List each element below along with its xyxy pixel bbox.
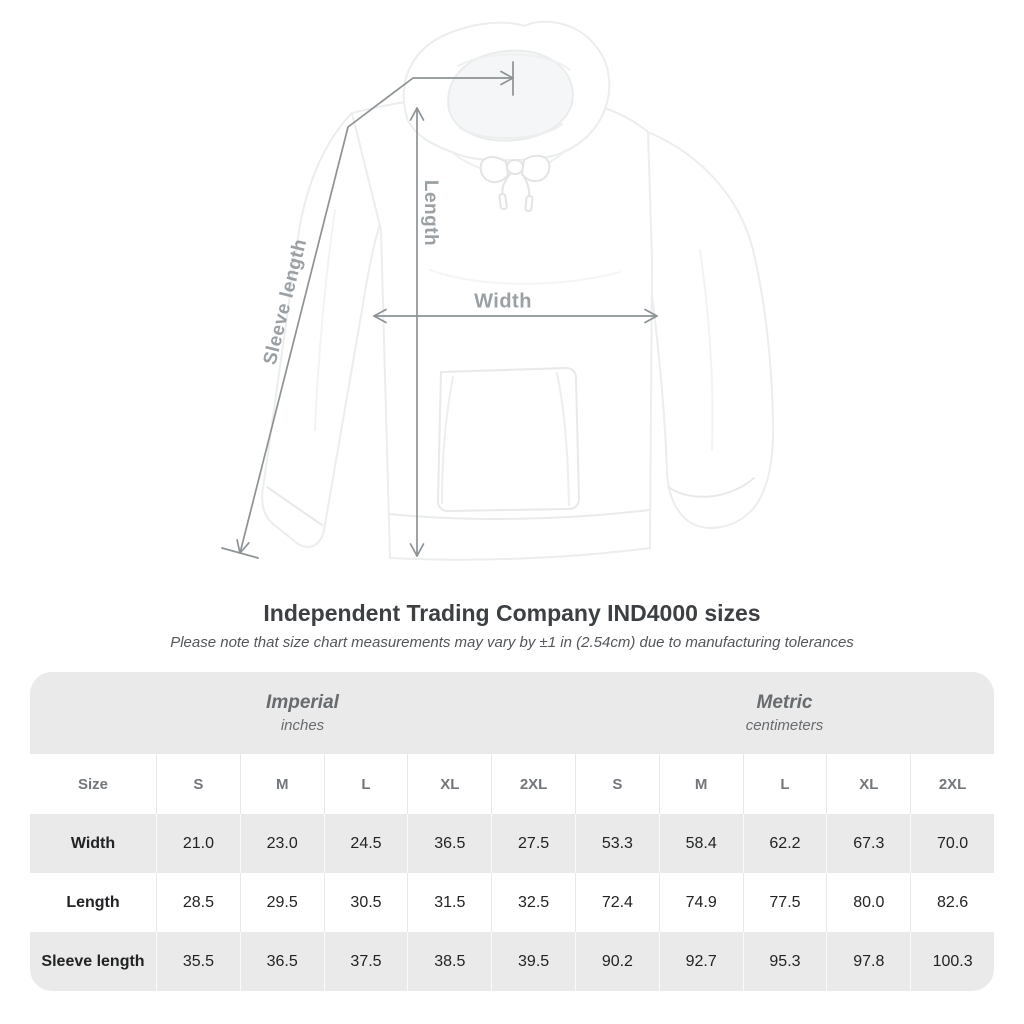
cell-value: 32.5 <box>491 873 575 932</box>
cell-value: 35.5 <box>156 932 240 991</box>
cell-value: 90.2 <box>574 932 659 991</box>
cell-value: 31.5 <box>407 873 492 932</box>
cell-value: 23.0 <box>239 814 324 873</box>
cell-value: 39.5 <box>491 932 575 991</box>
length-line <box>409 107 425 557</box>
size-header-metric-xl: XL <box>826 754 911 814</box>
hood-opening <box>447 49 574 142</box>
title-block: Independent Trading Company IND4000 size… <box>0 600 1024 651</box>
cell-value: 28.5 <box>156 873 240 932</box>
size-header-imperial-s: S <box>156 754 240 814</box>
cell-value: 27.5 <box>491 814 575 873</box>
cell-value: 62.2 <box>742 814 827 873</box>
imperial-sublabel: inches <box>280 717 325 734</box>
table-row-length: Length 28.5 29.5 30.5 31.5 32.5 72.4 74.… <box>30 873 994 932</box>
unit-header-metric: Metric centimeters <box>574 672 994 754</box>
table-row-sleeve-length: Sleeve length 35.5 36.5 37.5 38.5 39.5 9… <box>30 932 994 991</box>
size-header-metric-l: L <box>742 754 827 814</box>
drawstring-bow <box>479 154 551 213</box>
cell-value: 77.5 <box>742 873 827 932</box>
unit-header-imperial: Imperial inches <box>30 672 575 754</box>
cell-value: 38.5 <box>407 932 492 991</box>
cell-value: 74.9 <box>658 873 743 932</box>
cell-value: 24.5 <box>323 814 408 873</box>
hoodie-illustration <box>221 20 775 561</box>
width-line <box>373 308 658 324</box>
cell-value: 53.3 <box>574 814 659 873</box>
table-row-width: Width 21.0 23.0 24.5 36.5 27.5 53.3 58.4… <box>30 814 994 873</box>
size-column-header: Size <box>30 754 156 814</box>
cell-value: 97.8 <box>826 932 911 991</box>
row-label: Sleeve length <box>30 932 156 991</box>
imperial-label: Imperial <box>266 692 339 713</box>
hoodie-pocket <box>437 367 580 512</box>
size-chart-table: Imperial inches Metric centimeters Size … <box>30 672 994 991</box>
cell-value: 70.0 <box>910 814 994 873</box>
cell-value: 95.3 <box>742 932 827 991</box>
width-label: Width <box>474 290 532 313</box>
cell-value: 29.5 <box>239 873 324 932</box>
tolerance-note: Please note that size chart measurements… <box>170 634 854 651</box>
cell-value: 100.3 <box>910 932 994 991</box>
size-header-imperial-m: M <box>239 754 324 814</box>
cell-value: 67.3 <box>826 814 911 873</box>
cell-value: 30.5 <box>323 873 408 932</box>
length-label: Length <box>420 179 441 247</box>
metric-label: Metric <box>756 692 813 713</box>
size-header-row: Size S M L XL 2XL S M L XL 2XL <box>30 754 994 814</box>
size-header-imperial-xl: XL <box>407 754 492 814</box>
metric-sublabel: centimeters <box>745 717 824 734</box>
cell-value: 80.0 <box>826 873 911 932</box>
cell-value: 36.5 <box>407 814 492 873</box>
page-title: Independent Trading Company IND4000 size… <box>263 600 761 626</box>
size-header-imperial-l: L <box>323 754 408 814</box>
size-header-metric-2xl: 2XL <box>910 754 994 814</box>
row-label: Width <box>30 814 156 873</box>
cell-value: 36.5 <box>239 932 324 991</box>
cell-value: 92.7 <box>658 932 743 991</box>
hoodie-measurement-diagram: Sleeve length Length Width <box>221 20 775 561</box>
size-header-imperial-2xl: 2XL <box>491 754 575 814</box>
sleeve-length-line <box>221 61 514 559</box>
size-chart: Imperial inches Metric centimeters Size … <box>30 672 994 991</box>
cell-value: 82.6 <box>910 873 994 932</box>
cell-value: 37.5 <box>323 932 408 991</box>
cell-value: 21.0 <box>156 814 240 873</box>
unit-header-row: Imperial inches Metric centimeters <box>30 672 994 754</box>
cell-value: 58.4 <box>658 814 743 873</box>
size-header-metric-m: M <box>658 754 743 814</box>
cell-value: 72.4 <box>574 873 659 932</box>
row-label: Length <box>30 873 156 932</box>
size-header-metric-s: S <box>574 754 659 814</box>
